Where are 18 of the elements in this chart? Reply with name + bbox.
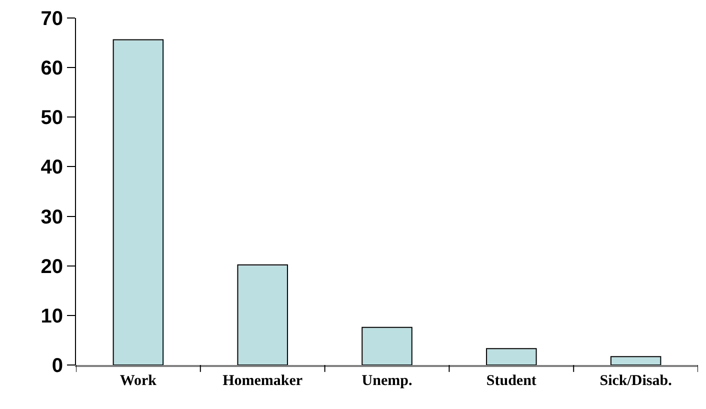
y-tick-label: 30 — [40, 206, 63, 228]
bar — [112, 39, 164, 365]
y-tick-label: 10 — [40, 305, 63, 328]
x-tick-label: Unemp. — [362, 373, 412, 389]
x-tick-label: Work — [120, 373, 158, 389]
y-tick-label: 70 — [40, 8, 63, 30]
x-tick-label: Student — [486, 373, 536, 389]
x-tick-label: Homemaker — [222, 373, 303, 389]
y-tick-label: 20 — [40, 256, 63, 278]
y-tick-label: 50 — [40, 107, 63, 130]
bar — [610, 356, 662, 365]
bar — [486, 348, 537, 365]
y-tick-label: 60 — [40, 58, 63, 80]
x-tick-label: Sick/Disab. — [600, 373, 672, 389]
y-tick-label: 40 — [40, 156, 63, 179]
bar — [362, 326, 412, 365]
y-tick-label: 0 — [52, 355, 63, 377]
bar — [237, 264, 288, 365]
